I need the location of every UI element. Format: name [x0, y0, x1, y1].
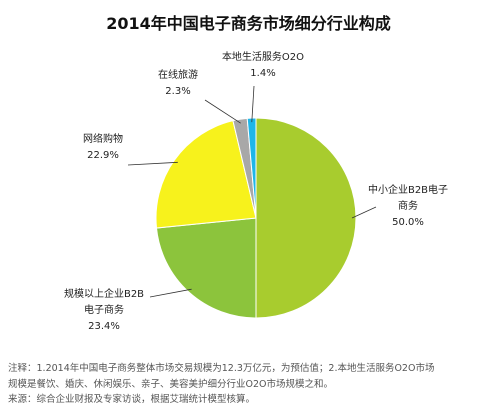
footnote-line-1: 注释：1.2014年中国电子商务整体市场交易规模为12.3万亿元，为预估值；2.… — [8, 363, 435, 374]
slice-sme-b2b — [255, 117, 357, 319]
chart-title: 2014年中国电子商务市场细分行业构成 — [106, 14, 391, 33]
label-travel-name: 在线旅游 — [158, 70, 198, 81]
label-large-name-2: 电子商务 — [84, 305, 124, 316]
leader-o2o — [251, 85, 255, 123]
footnote-line-2: 规模是餐饮、婚庆、休闲娱乐、亲子、美容美护细分行业O2O市场规模之和。 — [8, 378, 334, 390]
footnotes: 注释：1.2014年中国电子商务整体市场交易规模为12.3万亿元，为预估值；2.… — [8, 361, 493, 408]
label-large-value: 23.4% — [88, 321, 120, 332]
slice-online-shopping — [155, 120, 257, 229]
label-travel-value: 2.3% — [165, 86, 191, 97]
leader-shopping — [127, 161, 178, 166]
label-shopping-value: 22.9% — [87, 150, 119, 161]
leader-travel — [204, 99, 241, 124]
footnote-line-3: 来源：综合企业财报及专家访谈，根据艾瑞统计模型核算。 — [8, 394, 256, 405]
leader-sme — [351, 206, 377, 219]
label-sme-name-1: 中小企业B2B电子 — [367, 185, 449, 196]
label-sme-value: 50.0% — [392, 217, 424, 228]
label-sme: 中小企业B2B电子 商务 50.0% — [364, 183, 452, 231]
label-sme-name-2: 商务 — [398, 201, 418, 212]
label-o2o-value: 1.4% — [250, 68, 276, 79]
slice-local-o2o — [246, 117, 257, 219]
label-o2o: 本地生活服务O2O 1.4% — [208, 50, 318, 82]
label-travel: 在线旅游 2.3% — [143, 68, 213, 100]
label-o2o-name: 本地生活服务O2O — [221, 52, 305, 63]
label-large: 规模以上企业B2B 电子商务 23.4% — [56, 287, 152, 335]
label-shopping-name: 网络购物 — [83, 134, 123, 145]
slice-large-b2b — [155, 217, 257, 319]
label-large-name-1: 规模以上企业B2B — [63, 289, 145, 300]
label-shopping: 网络购物 22.9% — [68, 132, 138, 164]
leader-large — [149, 288, 192, 298]
